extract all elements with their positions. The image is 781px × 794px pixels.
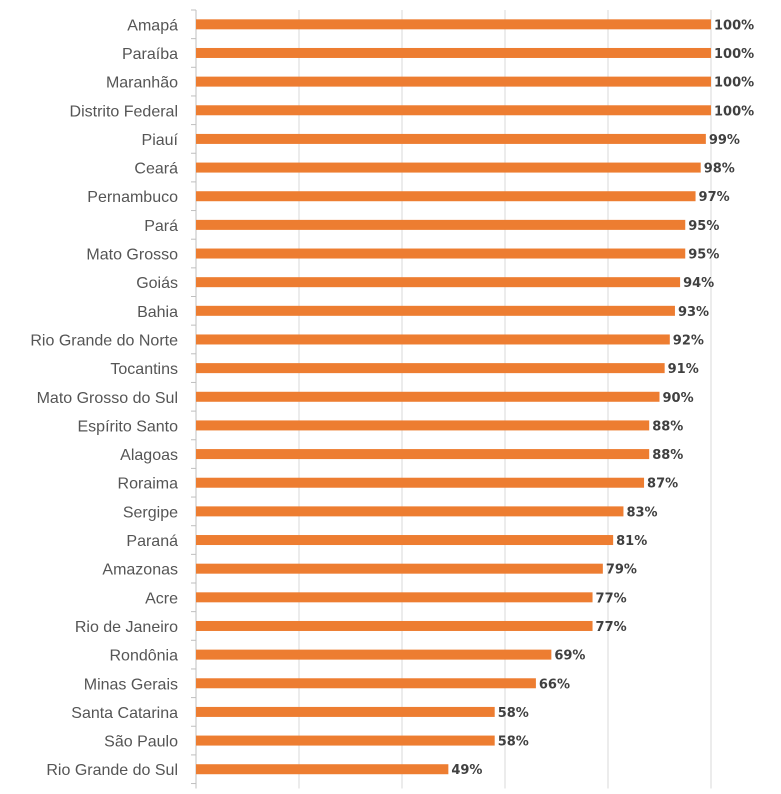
category-label: Mato Grosso [86,247,178,264]
bar [196,735,495,746]
bar [196,133,706,144]
category-label: Paraíba [122,46,178,63]
value-labels: 100% 100% 100% 100% 99% 98% 97% 95% 95% 94% 93% 92%… [451,18,754,778]
category-label: Rondônia [110,648,179,665]
value-label: 66% [539,677,570,692]
bars [196,19,711,775]
category-label: Rio Grande do Norte [30,332,178,349]
category-label: São Paulo [104,734,178,751]
value-label: 100% [714,76,754,91]
bar [196,305,675,316]
category-label: Distrito Federal [70,103,178,120]
category-label: Minas Gerais [84,676,178,693]
value-label: 77% [596,591,627,606]
value-label: 93% [678,305,709,320]
bar [196,47,711,58]
bar [196,277,681,288]
category-label: Amazonas [102,562,178,579]
category-label: Rio Grande do Sul [46,762,178,779]
value-label: 91% [668,362,699,377]
bar [196,592,593,603]
bar [196,391,660,402]
value-label: 100% [714,104,754,119]
value-label: 88% [652,448,683,463]
value-label: 100% [714,47,754,62]
category-label: Rio de Janeiro [75,619,178,636]
value-label: 58% [498,735,529,750]
category-label: Sergipe [123,504,178,521]
category-label: Mato Grosso do Sul [37,390,178,407]
category-label: Paraná [126,533,178,550]
bar [196,76,711,87]
category-label: Espírito Santo [78,418,179,435]
category-label: Roraima [118,476,179,493]
bar [196,449,650,460]
bar [196,764,449,775]
category-label: Piauí [142,132,179,149]
value-label: 95% [688,219,719,234]
bar [196,162,701,173]
value-label: 83% [626,505,657,520]
category-labels: Amapá Paraíba Maranhão Distrito Federal Piau… [30,17,178,779]
category-label: Alagoas [120,447,178,464]
value-label: 99% [709,133,740,148]
category-label: Goiás [136,275,178,292]
value-label: 81% [616,534,647,549]
bar [196,248,686,259]
bar [196,563,603,574]
bar [196,19,711,30]
bar [196,105,711,116]
category-label: Maranhão [106,75,178,92]
bar [196,219,686,230]
bar [196,363,665,374]
bar [196,477,645,488]
bar [196,191,696,202]
bar [196,535,614,546]
bar [196,678,536,689]
value-label: 94% [683,276,714,291]
category-label: Ceará [134,161,178,178]
bar [196,649,552,660]
category-label: Acre [145,590,178,607]
value-label: 88% [652,419,683,434]
bar [196,334,670,345]
category-label: Santa Catarina [71,705,178,722]
value-label: 77% [596,620,627,635]
value-label: 69% [554,649,585,664]
bar [196,620,593,631]
value-label: 49% [451,763,482,778]
bar [196,706,495,717]
category-label: Tocantins [110,361,178,378]
category-label: Amapá [127,17,178,34]
value-label: 87% [647,477,678,492]
value-label: 58% [498,706,529,721]
value-label: 98% [704,162,735,177]
value-label: 92% [673,333,704,348]
bar [196,420,650,431]
category-label: Pará [144,218,178,235]
category-axis [191,9,197,789]
value-label: 90% [663,391,694,406]
value-label: 100% [714,18,754,33]
category-label: Bahia [137,304,178,321]
value-label: 79% [606,563,637,578]
value-label: 95% [688,248,719,263]
bar [196,506,624,517]
category-label: Pernambuco [87,189,178,206]
value-label: 97% [699,190,730,205]
